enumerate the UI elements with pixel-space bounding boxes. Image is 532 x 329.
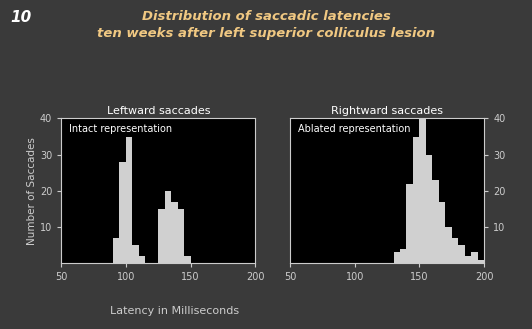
Bar	[433, 180, 439, 263]
Text: 10: 10	[11, 10, 32, 25]
Text: Intact representation: Intact representation	[69, 124, 172, 134]
Bar	[471, 252, 478, 263]
Bar	[132, 245, 139, 263]
Bar	[178, 209, 184, 263]
Bar	[119, 162, 126, 263]
Bar	[458, 245, 465, 263]
Bar	[126, 137, 132, 263]
Text: Latency in Milliseconds: Latency in Milliseconds	[110, 306, 239, 316]
Bar	[113, 238, 119, 263]
Bar	[139, 256, 145, 263]
Bar	[394, 252, 400, 263]
Bar	[406, 184, 413, 263]
Bar	[413, 137, 419, 263]
Bar	[452, 238, 458, 263]
Y-axis label: Number of Saccades: Number of Saccades	[27, 137, 37, 245]
Text: Distribution of saccadic latencies
ten weeks after left superior colliculus lesi: Distribution of saccadic latencies ten w…	[97, 10, 435, 40]
Bar	[445, 227, 452, 263]
Text: Ablated representation: Ablated representation	[298, 124, 410, 134]
Title: Rightward saccades: Rightward saccades	[331, 106, 443, 116]
Bar	[465, 256, 471, 263]
Bar	[158, 209, 165, 263]
Bar	[400, 249, 406, 263]
Bar	[419, 118, 426, 263]
Bar	[184, 256, 190, 263]
Bar	[439, 202, 445, 263]
Bar	[478, 260, 484, 263]
Bar	[171, 202, 178, 263]
Bar	[165, 191, 171, 263]
Title: Leftward saccades: Leftward saccades	[106, 106, 210, 116]
Bar	[426, 155, 433, 263]
